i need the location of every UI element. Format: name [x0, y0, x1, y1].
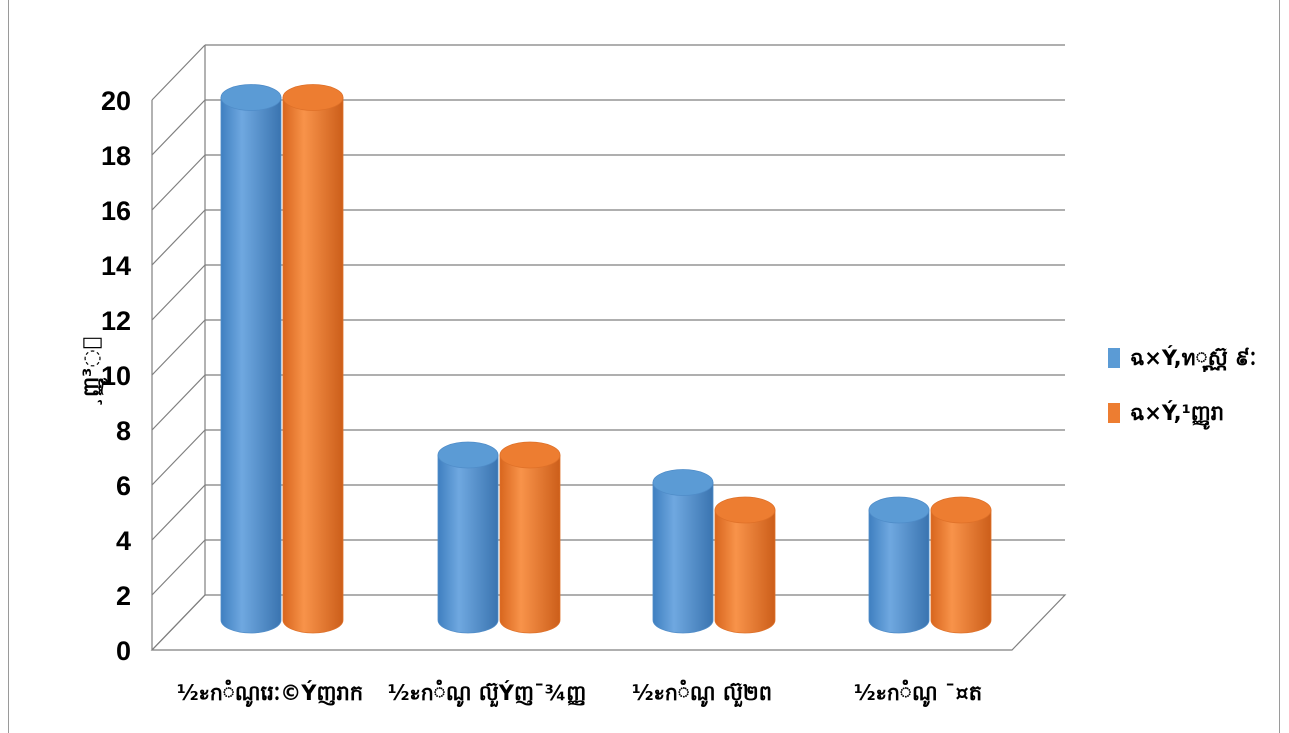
gridline-side	[151, 319, 206, 376]
bar-body	[282, 97, 344, 634]
category-labels: ½ะกំណូរេៈ©Ýញរាក ½ะกំណូ ល៊ួÝញ¯¾ញ្ញ ½ะกំណូ ល…	[177, 679, 982, 708]
legend-entry: ฉ×Ý,¹ញ្ញូរា	[1130, 400, 1224, 430]
y-tick-label: 4	[116, 526, 131, 556]
gridline-side	[151, 374, 206, 431]
bar-top	[868, 496, 930, 524]
y-tick-label: 10	[101, 361, 131, 391]
chart-walls	[150, 44, 1067, 651]
gridline-side	[151, 44, 206, 101]
bar-body	[220, 97, 282, 634]
y-tick-label: 2	[116, 581, 131, 611]
bar-top	[220, 84, 282, 111]
bar-top	[652, 469, 714, 496]
legend: ฉ×Ý,ทុស្ណ៊ ៩ៈ ฉ×Ý,¹ញ្ញូរា	[1108, 345, 1256, 430]
y-tick-label: 0	[116, 636, 131, 666]
floor	[150, 594, 1067, 651]
y-tick-label: 6	[116, 471, 131, 501]
bar-top	[930, 496, 992, 524]
bar-top	[282, 84, 344, 111]
y-tick-label: 20	[101, 86, 131, 116]
y-tick-label: 12	[101, 306, 131, 336]
bar-top	[437, 441, 499, 469]
bar-1-1	[499, 441, 561, 634]
gridline-side	[151, 99, 206, 156]
gridline-side	[151, 154, 206, 211]
bar-top	[714, 496, 776, 524]
y-tick-label: 16	[101, 196, 131, 226]
gridline-side	[151, 539, 206, 596]
bar-0-1	[437, 441, 499, 634]
bar-body	[437, 454, 499, 634]
bar-body	[652, 482, 714, 634]
bar-top	[499, 441, 561, 469]
legend-entry: ฉ×Ý,ทុស្ណ៊ ៩ៈ	[1130, 345, 1256, 373]
bar-1-2	[714, 496, 776, 634]
legend-swatch	[1108, 403, 1120, 423]
bar-body	[868, 509, 930, 634]
category-label: ½ะกំណូ ល៊ួ២ព	[632, 679, 772, 708]
gridline-side	[151, 484, 206, 541]
category-label: ½ะกំណូរេៈ©Ýញរាក	[177, 679, 363, 708]
bar-body	[499, 454, 561, 634]
bar-1-3	[930, 496, 992, 634]
legend-swatch	[1108, 348, 1120, 368]
bar-0-2	[652, 469, 714, 634]
gridline-side	[151, 429, 206, 486]
gridline-side	[151, 264, 206, 321]
bar-0-3	[868, 496, 930, 634]
category-label: ½ะกំណូ ¯¤ត	[854, 679, 982, 708]
bar-1-0	[282, 84, 344, 634]
gridline-side	[151, 209, 206, 266]
y-tick-labels: 0 2 4 6 8 10 12 14 16 18 20	[101, 86, 131, 666]
bar-0-0	[220, 84, 282, 634]
y-tick-label: 14	[101, 251, 131, 281]
y-tick-label: 8	[116, 416, 131, 446]
category-label: ½ะกំណូ ល៊ួÝញ¯¾ញ្ញ	[388, 679, 586, 708]
bar-body	[714, 509, 776, 634]
y-tick-label: 18	[101, 141, 131, 171]
bar-body	[930, 509, 992, 634]
chart-frame	[8, 0, 1280, 733]
bars	[220, 84, 992, 634]
